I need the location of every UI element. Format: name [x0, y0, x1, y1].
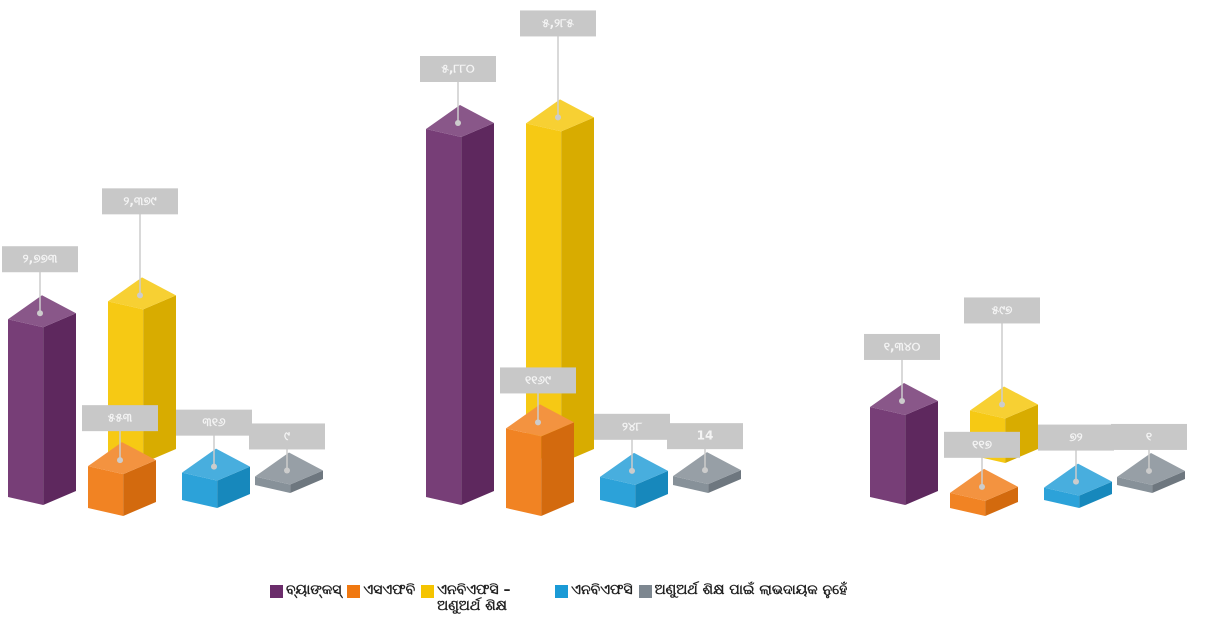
bar: [870, 382, 938, 505]
bar-front: [506, 428, 542, 516]
bar: [506, 404, 574, 516]
bar: [88, 442, 156, 516]
label-box: [1038, 424, 1114, 451]
legend-label: ଏନବିଏଫସି – ଅଣୁଅର୍ଥ ଶିକ୍ଷ: [437, 582, 511, 614]
legend-swatch: [638, 585, 652, 598]
bar: [108, 277, 176, 463]
legend-label: ଏସଏଫବି: [363, 582, 416, 598]
label-box: [520, 10, 596, 37]
label-box: [864, 333, 940, 360]
bar-side: [217, 466, 250, 508]
bar-side: [985, 486, 1018, 516]
data-label: ୨୪୮: [622, 419, 643, 433]
label-box: [944, 431, 1020, 458]
legend-swatch: [347, 585, 361, 598]
legend: ବ୍ୟାଙ୍କସ୍ ଏସଏଫବି ଏନବିଏଫସି – ଅଣୁଅର୍ଥ ଶିକ୍ଷ ଏ…: [270, 582, 847, 614]
bar-side: [541, 422, 574, 516]
label-box: [420, 56, 496, 82]
bar: [950, 468, 1018, 516]
bar-side: [461, 123, 494, 505]
label-box: [594, 413, 670, 440]
bar-side: [1079, 481, 1112, 508]
legend-swatch: [270, 585, 283, 598]
bar-front: [426, 129, 462, 505]
bar-side: [635, 470, 668, 508]
bar: [255, 452, 323, 493]
bar-front: [600, 476, 636, 508]
label-box: [249, 423, 325, 450]
legend-item: ଏସଏଫବି: [347, 582, 415, 598]
legend-swatch: [555, 585, 569, 598]
data-label: ୯: [284, 429, 290, 443]
bar-front: [1044, 487, 1080, 508]
bar-front: [88, 466, 124, 516]
bar-side: [561, 117, 594, 463]
bar-front: [255, 476, 291, 493]
bar: [426, 105, 494, 505]
legend-item: ବ୍ୟାଙ୍କସ୍: [270, 582, 341, 598]
data-label: ୨,୩୭୯: [123, 194, 156, 208]
data-label: ୫୫୩: [108, 411, 133, 425]
label-box: [1111, 423, 1187, 450]
bar-side: [43, 313, 76, 505]
bar: [8, 295, 76, 505]
legend-label: ବ୍ୟାଙ୍କସ୍: [286, 582, 342, 598]
label-box: [82, 405, 158, 432]
legend-swatch: [421, 585, 435, 598]
label-box: [102, 188, 178, 215]
data-label: 14: [697, 429, 714, 443]
bar-front: [108, 301, 144, 463]
bar: [1044, 463, 1112, 508]
data-label: ୭୨: [1069, 430, 1082, 444]
label-box: [964, 297, 1040, 324]
legend-label: ଏନବିଏଫସି: [571, 582, 633, 598]
bar-front: [182, 472, 218, 508]
data-label: ୧,୩୪୦: [884, 339, 921, 353]
bar: [673, 452, 741, 493]
bar-side: [143, 295, 176, 463]
legend-item: ଏନବିଏଫସି – ଅଣୁଅର୍ଥ ଶିକ୍ଷ: [421, 582, 549, 614]
bar: [600, 452, 668, 508]
bar-front: [950, 492, 986, 516]
bar-front: [8, 319, 44, 505]
label-box: [176, 409, 252, 436]
bar-side: [905, 400, 938, 505]
bar-front: [673, 476, 709, 493]
data-label: ୫୯୭: [992, 303, 1013, 317]
bar-side: [290, 470, 323, 493]
label-box: [2, 246, 78, 273]
bar-side: [1152, 470, 1185, 493]
data-label: ୩୧୬: [202, 415, 226, 429]
data-label: ୨,୭୭୩: [23, 252, 58, 266]
bar-side: [123, 460, 156, 516]
data-label: ୫,୨୮୫: [542, 16, 574, 30]
bar-front: [870, 406, 906, 505]
data-label: ୧୧୭: [972, 437, 993, 451]
data-label: ୫,୮୮୦: [441, 62, 475, 76]
bar: [182, 448, 250, 508]
label-box: [500, 367, 576, 394]
data-label: ୧: [1146, 429, 1152, 443]
legend-item: ଏନବିଏଫସି: [555, 582, 633, 598]
legend-item: ଅଣୁଅର୍ଥ ଶିକ୍ଷ ପାଇଁ ଲାଭଦାୟକ ନୁହେଁ: [638, 582, 848, 598]
legend-label: ଅଣୁଅର୍ଥ ଶିକ୍ଷ ପାଇଁ ଲାଭଦାୟକ ନୁହେଁ: [654, 582, 848, 598]
label-box: [667, 423, 743, 450]
bar: [1117, 452, 1185, 493]
bar-front: [1117, 476, 1153, 493]
data-label: ୧୧୬୯: [525, 373, 551, 387]
bar-side: [708, 470, 741, 493]
chart: ୨,୩୭୯ ୨,୭୭୩ ୫୫୩ ୩୧୬ ୯ ୫,୨୮୫ ୫,୮୮୦ ୧୧୬୯ ୨୪୮ 14 ୫୯୭ ୧…: [2, 10, 1187, 516]
